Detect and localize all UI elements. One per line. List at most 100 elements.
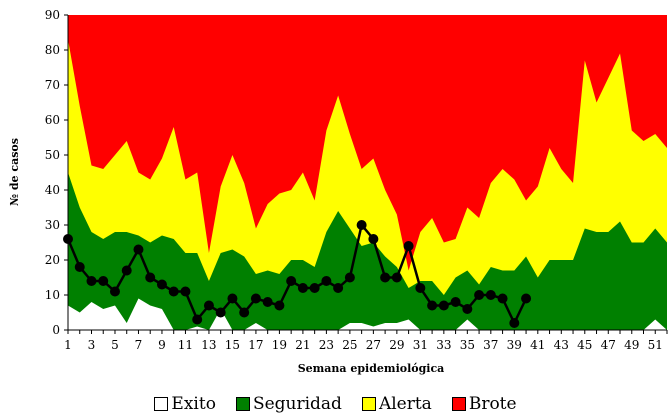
y-axis-label: № de casos	[8, 138, 21, 206]
legend-swatch	[154, 397, 169, 411]
area-exito	[68, 298, 667, 330]
cases-point	[262, 297, 273, 307]
x-tick-label: 51	[648, 338, 663, 352]
cases-point	[333, 283, 344, 293]
cases-point	[109, 286, 120, 297]
legend-swatch	[235, 397, 250, 411]
cases-point	[297, 283, 308, 293]
cases-point	[497, 293, 508, 304]
cases-point	[391, 272, 402, 283]
cases-point	[180, 286, 191, 297]
cases-point	[250, 293, 261, 304]
cases-point	[168, 286, 179, 297]
y-tick-label: 70	[45, 78, 60, 92]
cases-point	[368, 234, 379, 244]
x-tick-label: 49	[624, 338, 639, 352]
cases-point	[462, 304, 473, 314]
cases-point	[521, 293, 532, 304]
x-tick-label: 15	[225, 338, 240, 352]
cases-point	[438, 300, 449, 311]
legend-item-seguridad: Seguridad	[235, 394, 342, 414]
cases-point	[227, 293, 238, 304]
legend-item-exito: Exito	[154, 394, 216, 414]
x-tick-label: 13	[201, 338, 216, 352]
y-tick-label: 80	[45, 43, 60, 57]
cases-point	[156, 279, 167, 290]
area-seguridad	[68, 172, 667, 330]
cases-point	[321, 276, 332, 286]
cases-point	[86, 276, 97, 286]
cases-point	[121, 265, 132, 276]
x-tick-label: 29	[389, 338, 404, 352]
legend: Exito Seguridad Alerta Brote	[0, 393, 671, 415]
x-tick-label: 43	[554, 338, 569, 352]
x-tick-label: 35	[460, 338, 475, 352]
x-tick-label: 17	[248, 338, 263, 352]
cases-point	[450, 297, 461, 307]
cases-point	[192, 314, 203, 325]
x-tick-label: 47	[601, 338, 616, 352]
cases-point	[415, 283, 426, 293]
cases-point	[380, 272, 391, 283]
y-tick-label: 40	[45, 183, 60, 197]
x-tick-label: 39	[507, 338, 522, 352]
area-alerta	[68, 39, 667, 330]
x-tick-label: 27	[366, 338, 381, 352]
x-tick-label: 41	[530, 338, 545, 352]
areas-layer	[68, 15, 667, 330]
cases-point	[215, 307, 226, 318]
y-tick-label: 0	[52, 323, 60, 337]
cases-point	[509, 318, 520, 328]
x-tick-label: 7	[135, 338, 143, 352]
y-tick-label: 10	[45, 288, 60, 302]
x-tick-label: 9	[158, 338, 166, 352]
legend-label: Brote	[468, 394, 517, 414]
legend-swatch	[451, 397, 466, 411]
y-tick-label: 20	[45, 253, 60, 267]
x-tick-label: 1	[64, 338, 72, 352]
x-axis-label: Semana epidemiológica	[298, 362, 445, 375]
y-tick-label: 90	[45, 8, 60, 22]
axes-layer	[67, 15, 667, 331]
cases-point	[485, 290, 496, 300]
x-tick-label: 37	[483, 338, 498, 352]
cases-point	[403, 241, 414, 251]
x-tick-label: 3	[88, 338, 96, 352]
x-tick-label: 21	[295, 338, 310, 352]
line-layer	[63, 220, 532, 328]
y-tick-label: 50	[45, 148, 60, 162]
cases-point	[203, 300, 214, 311]
cases-point	[356, 220, 367, 230]
x-tick-label: 5	[111, 338, 119, 352]
y-tick-label: 60	[45, 113, 60, 127]
cases-line	[66, 222, 528, 326]
cases-point	[98, 276, 109, 286]
cases-point	[474, 290, 485, 300]
x-tick-label: 45	[577, 338, 592, 352]
cases-point	[427, 300, 438, 311]
x-tick-label: 31	[413, 338, 428, 352]
cases-point	[133, 244, 144, 255]
x-tick-label: 23	[319, 338, 334, 352]
x-tick-label: 19	[272, 338, 287, 352]
y-tick-label: 30	[45, 218, 60, 232]
cases-point	[63, 234, 73, 244]
cases-point	[286, 276, 297, 286]
legend-item-brote: Brote	[451, 394, 517, 414]
x-tick-label: 25	[342, 338, 357, 352]
x-tick-label: 11	[178, 338, 193, 352]
cases-point	[344, 272, 355, 283]
cases-point	[74, 262, 85, 272]
legend-label: Seguridad	[252, 394, 342, 414]
cases-point	[309, 283, 320, 293]
x-tick-label: 33	[436, 338, 451, 352]
cases-point	[145, 272, 156, 283]
cases-point	[239, 307, 250, 318]
cases-point	[274, 300, 285, 311]
legend-label: Alerta	[378, 394, 432, 414]
legend-swatch	[361, 397, 376, 411]
legend-label: Exito	[171, 394, 216, 414]
legend-item-alerta: Alerta	[361, 394, 432, 414]
